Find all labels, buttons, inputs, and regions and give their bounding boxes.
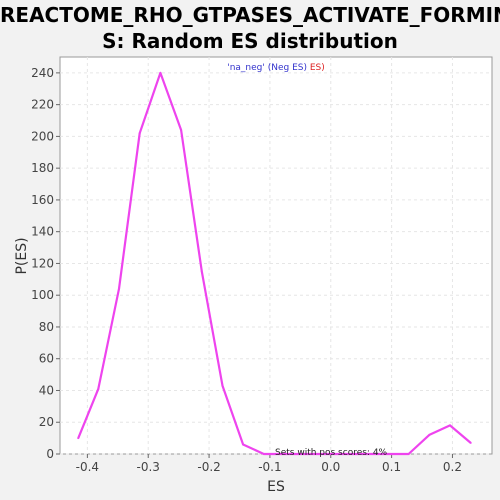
series-line — [77, 71, 472, 456]
data-point — [449, 424, 452, 427]
data-point — [200, 270, 203, 273]
data-point — [159, 71, 162, 74]
data-point — [469, 441, 472, 444]
y-tick-label: 240 — [31, 66, 54, 80]
y-tick-label: 0 — [46, 447, 54, 461]
grid-lines — [60, 57, 492, 455]
y-tick-label: 60 — [39, 352, 54, 366]
x-tick-label: 0.0 — [321, 460, 340, 474]
data-point — [242, 443, 245, 446]
x-tick-label: -0.1 — [258, 460, 281, 474]
data-point — [324, 453, 327, 455]
data-point — [407, 453, 410, 455]
data-point — [304, 453, 307, 455]
data-point — [118, 287, 121, 290]
legend-label: 'na_neg' (Neg ES) ES) — [227, 63, 325, 73]
data-point — [428, 433, 431, 436]
y-axis-ticks: 0 20 40 60 80 100 120 140 160 180 200 220 240 — [31, 66, 60, 461]
data-point — [180, 129, 183, 132]
chart-title: REACTOME_RHO_GTPASES_ACTIVATE_FORMIN S: … — [0, 2, 500, 54]
y-tick-label: 140 — [31, 225, 54, 239]
data-point — [283, 453, 286, 455]
y-tick-label: 20 — [39, 415, 54, 429]
y-tick-label: 40 — [39, 383, 54, 397]
x-tick-label: -0.2 — [197, 460, 220, 474]
x-axis-label: ES — [267, 479, 285, 495]
y-tick-label: 220 — [31, 98, 54, 112]
x-tick-label: -0.3 — [137, 460, 160, 474]
series-group — [77, 71, 472, 456]
data-point — [97, 387, 100, 390]
y-axis-label: P(ES) — [14, 237, 30, 274]
data-point — [366, 453, 369, 455]
x-tick-label: 0.1 — [382, 460, 401, 474]
data-point — [221, 384, 224, 387]
data-point — [77, 437, 80, 440]
legend-label-part-2: ES) — [307, 63, 325, 73]
data-point — [345, 453, 348, 455]
pos-scores-annotation: Sets with pos scores: 4% — [275, 448, 388, 458]
chart-title-line-1: REACTOME_RHO_GTPASES_ACTIVATE_FORMIN — [0, 3, 500, 27]
y-tick-label: 100 — [31, 288, 54, 302]
legend-label-part-1: 'na_neg' (Neg ES) — [227, 63, 307, 73]
data-point — [262, 453, 265, 455]
y-tick-label: 180 — [31, 161, 54, 175]
y-tick-label: 80 — [39, 320, 54, 334]
plot-area — [59, 56, 493, 455]
y-tick-label: 200 — [31, 129, 54, 143]
data-point — [386, 453, 389, 455]
x-tick-label: 0.2 — [443, 460, 462, 474]
chart-title-line-2: S: Random ES distribution — [102, 29, 398, 53]
y-tick-label: 160 — [31, 193, 54, 207]
x-tick-label: -0.4 — [76, 460, 99, 474]
x-axis-ticks: -0.4 -0.3 -0.2 -0.1 0.0 0.1 0.2 — [76, 454, 462, 474]
data-point — [138, 132, 141, 135]
y-tick-label: 120 — [31, 256, 54, 270]
